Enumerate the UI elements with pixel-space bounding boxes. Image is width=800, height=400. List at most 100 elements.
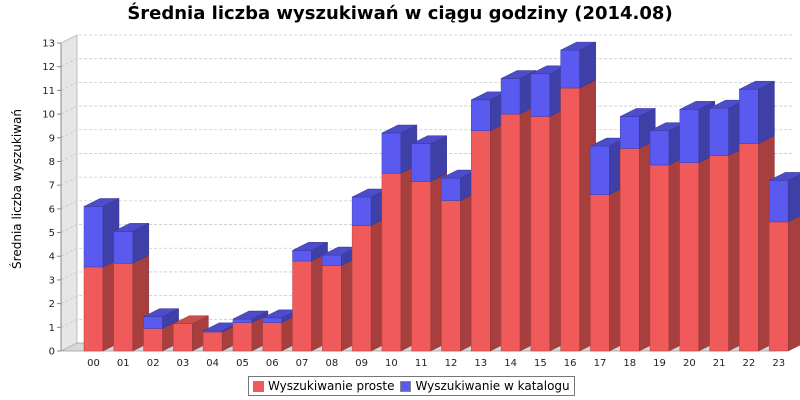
x-tick-label-16: 16 — [564, 358, 577, 369]
bar-14-series-1-front — [500, 113, 521, 352]
bar-21-series-2-front — [709, 107, 729, 156]
x-tick-label-01: 01 — [117, 358, 130, 369]
bar-11-series-2-front — [411, 143, 431, 182]
x-tick-label-17: 17 — [594, 358, 607, 369]
bar-17-series-2-front — [590, 145, 610, 195]
bar-23-series-2 — [768, 172, 800, 223]
bar-22-series-2-top — [739, 80, 775, 90]
bar-23-series-1-front — [768, 221, 789, 352]
grid-line — [60, 318, 792, 328]
grid-line — [60, 224, 792, 233]
bar-08-series-1-front — [322, 265, 342, 352]
bar-22-series-2 — [739, 80, 775, 145]
y-tick-label: 7 — [49, 181, 55, 192]
grid-line — [60, 81, 792, 91]
bar-16-series-2-top — [560, 41, 596, 51]
bar-14-series-2-top — [500, 70, 537, 79]
grid-line — [60, 153, 792, 162]
bar-01-series-2-front — [113, 231, 134, 264]
y-tick-label: 1 — [49, 323, 55, 334]
bar-13-series-2-front — [471, 99, 491, 131]
bar-23-series-2-side — [787, 174, 800, 223]
bar-20-series-1-front — [679, 162, 700, 352]
x-tick-label-23: 23 — [772, 358, 785, 369]
bar-18-series-2-front — [620, 116, 640, 149]
y-tick-label: 10 — [42, 110, 55, 121]
legend-label-series-1: Wyszukiwanie proste — [268, 379, 395, 393]
bar-21-series-1-front — [709, 155, 729, 352]
grid-line — [60, 176, 792, 186]
x-tick-label-12: 12 — [445, 358, 458, 369]
bar-09-series-1-front — [351, 225, 372, 352]
bar-10-series-2-front — [381, 132, 402, 174]
left-wall — [60, 34, 78, 352]
bar-05-series-2 — [232, 310, 269, 323]
x-tick-label-00: 00 — [87, 358, 100, 369]
grid-line — [60, 271, 792, 281]
bar-07-series-2 — [292, 241, 328, 262]
bar-15-series-2-front — [530, 73, 551, 117]
chart-title: Średnia liczba wyszukiwań w ciągu godzin… — [127, 2, 672, 24]
bar-15-series-1-front — [530, 116, 551, 352]
bar-16-series-1-front — [560, 87, 580, 352]
x-tick-label-07: 07 — [296, 358, 309, 369]
bar-23-series-2-front — [768, 180, 789, 223]
bar-06-series-2-front — [262, 317, 282, 323]
bar-07-series-2-top — [292, 242, 328, 251]
bar-02-series-2-top — [143, 308, 179, 317]
x-tick-label-04: 04 — [206, 358, 219, 369]
bar-01-series-2 — [113, 222, 150, 264]
bar-22-series-1-front — [739, 143, 759, 352]
bar-01-series-1-front — [113, 263, 134, 352]
x-tick-label-10: 10 — [385, 358, 398, 369]
bar-08-series-2-front — [322, 254, 342, 266]
bar-05-series-2-front — [232, 318, 253, 323]
bar-18-series-1-front — [620, 148, 640, 352]
x-tick-label-19: 19 — [653, 358, 666, 369]
bar-00-series-1-front — [83, 266, 104, 352]
bar-02-series-2-front — [143, 316, 163, 329]
grid-line — [60, 58, 792, 68]
bar-19-series-1-front — [649, 164, 670, 352]
x-tick-label-11: 11 — [415, 358, 428, 369]
x-tick-label-14: 14 — [504, 358, 517, 369]
x-tick-label-21: 21 — [713, 358, 726, 369]
y-tick-label: 5 — [49, 228, 55, 239]
y-tick-label: 12 — [42, 62, 55, 73]
grid-line — [60, 34, 792, 44]
bar-07-series-1-front — [292, 260, 312, 352]
bar-16-series-2-front — [560, 49, 580, 89]
x-tick-label-08: 08 — [325, 358, 338, 369]
grid-line — [60, 105, 792, 115]
bar-22-series-2-front — [739, 88, 759, 144]
bar-11-series-2 — [411, 135, 447, 183]
bar-20-series-2-front — [679, 109, 700, 163]
y-tick-label: 2 — [49, 299, 55, 310]
y-tick-label: 8 — [49, 157, 55, 168]
bar-02-series-2 — [143, 308, 179, 329]
bar-01-series-2-top — [113, 223, 149, 232]
bar-11-series-2-top — [411, 135, 447, 144]
bar-04-series-1-front — [202, 331, 223, 352]
bar-20-series-2-top — [679, 101, 715, 110]
y-tick-label: 3 — [49, 275, 55, 286]
bar-19-series-2 — [649, 122, 686, 166]
bar-05-series-1-front — [232, 322, 253, 352]
y-tick-label: 9 — [49, 133, 55, 144]
bar-02-series-1-front — [143, 328, 163, 352]
bar-03-series-1-top — [173, 315, 209, 325]
legend-item-series-1: Wyszukiwanie proste — [253, 379, 394, 393]
bar-06-series-1-front — [262, 322, 282, 352]
bar-16-series-2 — [560, 41, 596, 89]
y-tick-label: 13 — [42, 39, 55, 50]
bar-00-series-2-front — [83, 206, 104, 268]
x-tick-label-03: 03 — [177, 358, 190, 369]
bar-09-series-2 — [351, 188, 388, 226]
bar-09-series-2-front — [351, 196, 372, 226]
grid-line — [60, 247, 792, 257]
legend: Wyszukiwanie proste Wyszukiwanie w katal… — [248, 376, 575, 396]
grid-line — [60, 200, 792, 210]
